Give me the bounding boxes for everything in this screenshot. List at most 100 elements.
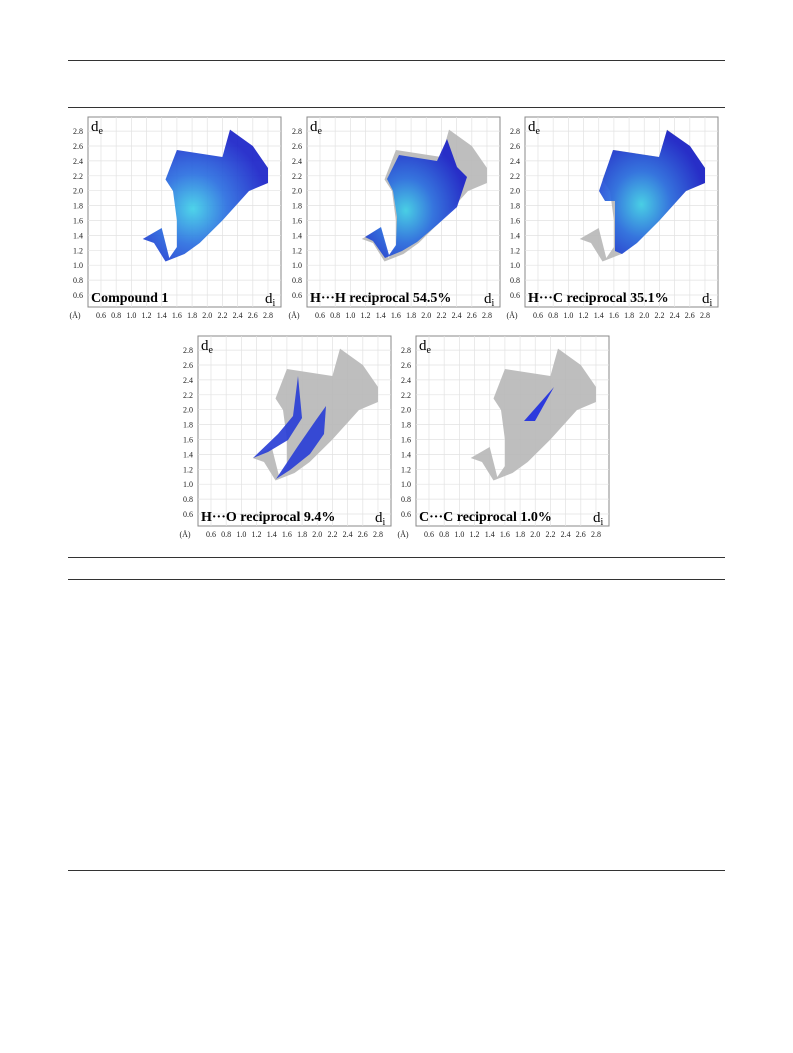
y-tick-label: 2.8 — [183, 346, 193, 355]
y-tick-label: 0.6 — [510, 291, 520, 300]
x-axis-label: di — [484, 291, 495, 309]
y-tick-label: 0.8 — [510, 276, 520, 285]
y-tick-label: 2.8 — [73, 127, 83, 136]
y-axis-symbol: d — [91, 119, 99, 135]
unit-label: (Å) — [288, 311, 299, 320]
rule — [68, 107, 725, 108]
x-tick-label: 2.8 — [591, 530, 601, 539]
x-tick-label: 0.6 — [206, 530, 216, 539]
y-tick-label: 2.2 — [401, 391, 411, 400]
y-axis-symbol: d — [528, 119, 536, 135]
x-tick-label: 2.0 — [639, 311, 649, 320]
y-tick-label: 0.8 — [292, 276, 302, 285]
y-tick-label: 1.4 — [183, 450, 193, 459]
panel-label: Compound 1 — [91, 291, 168, 306]
x-tick-label: 1.0 — [454, 530, 464, 539]
y-tick-label: 0.8 — [401, 495, 411, 504]
x-tick-label: 1.8 — [624, 311, 634, 320]
y-tick-label: 2.4 — [401, 376, 411, 385]
y-tick-label: 2.0 — [183, 406, 193, 415]
y-tick-label: 1.4 — [73, 231, 83, 240]
x-tick-label: 1.6 — [282, 530, 292, 539]
y-tick-label: 2.4 — [183, 376, 193, 385]
y-tick-label: 2.8 — [510, 127, 520, 136]
unit-label: (Å) — [179, 530, 190, 539]
x-tick-label: 2.8 — [482, 311, 492, 320]
x-tick-label: 0.6 — [533, 311, 543, 320]
y-axis-subscript: e — [99, 126, 104, 137]
x-tick-label: 0.8 — [439, 530, 449, 539]
x-tick-label: 2.4 — [670, 311, 680, 320]
y-tick-label: 0.6 — [73, 291, 83, 300]
x-tick-label: 1.8 — [515, 530, 525, 539]
x-tick-label: 1.0 — [563, 311, 573, 320]
panel-label: H···H reciprocal 54.5% — [310, 291, 451, 306]
unit-label: (Å) — [69, 311, 80, 320]
x-axis-symbol: d — [702, 291, 710, 307]
y-tick-label: 1.2 — [73, 246, 83, 255]
x-tick-label: 2.8 — [700, 311, 710, 320]
plot-area — [197, 335, 392, 527]
y-tick-label: 1.0 — [510, 261, 520, 270]
y-axis-subscript: e — [209, 345, 214, 356]
x-tick-label: 1.4 — [594, 311, 604, 320]
x-tick-label: 2.0 — [421, 311, 431, 320]
x-axis-subscript: i — [601, 517, 604, 528]
x-tick-label: 1.6 — [172, 311, 182, 320]
y-tick-label: 1.6 — [292, 217, 302, 226]
x-tick-label: 1.4 — [485, 530, 495, 539]
x-tick-label: 1.6 — [609, 311, 619, 320]
x-axis-subscript: i — [383, 517, 386, 528]
x-axis-symbol: d — [484, 291, 492, 307]
x-tick-label: 2.0 — [312, 530, 322, 539]
x-axis-label: di — [375, 510, 386, 528]
point-cloud — [276, 406, 326, 479]
y-tick-label: 1.4 — [292, 231, 302, 240]
y-axis-symbol: d — [419, 338, 427, 354]
y-axis-label: de — [528, 119, 541, 137]
y-axis-subscript: e — [427, 345, 432, 356]
x-tick-label: 2.2 — [436, 311, 446, 320]
rule — [68, 579, 725, 580]
y-axis-subscript: e — [318, 126, 323, 137]
x-tick-label: 1.8 — [406, 311, 416, 320]
x-tick-label: 2.2 — [217, 311, 227, 320]
y-tick-label: 0.6 — [183, 510, 193, 519]
unit-label: (Å) — [397, 530, 408, 539]
x-tick-label: 1.6 — [500, 530, 510, 539]
x-tick-label: 1.2 — [252, 530, 262, 539]
rule — [68, 870, 725, 871]
x-tick-label: 2.6 — [576, 530, 586, 539]
y-tick-label: 2.4 — [510, 157, 520, 166]
y-tick-label: 1.2 — [292, 246, 302, 255]
x-tick-label: 2.4 — [561, 530, 571, 539]
x-axis-symbol: d — [375, 510, 383, 526]
y-tick-label: 1.2 — [401, 465, 411, 474]
x-tick-label: 0.8 — [330, 311, 340, 320]
y-axis-label: de — [201, 338, 214, 356]
y-tick-label: 1.8 — [292, 202, 302, 211]
y-tick-label: 2.0 — [73, 187, 83, 196]
y-tick-label: 2.2 — [510, 172, 520, 181]
x-tick-label: 2.8 — [373, 530, 383, 539]
y-tick-label: 2.6 — [292, 142, 302, 151]
y-tick-label: 1.6 — [510, 217, 520, 226]
x-tick-label: 2.2 — [327, 530, 337, 539]
y-tick-label: 0.6 — [401, 510, 411, 519]
x-tick-label: 0.8 — [221, 530, 231, 539]
x-axis-label: di — [702, 291, 713, 309]
x-tick-label: 0.8 — [548, 311, 558, 320]
y-tick-label: 2.0 — [401, 406, 411, 415]
y-tick-label: 2.6 — [73, 142, 83, 151]
y-tick-label: 1.0 — [73, 261, 83, 270]
fingerprint-plot: 0.6 0.6 0.8 0.8 1.0 1.0 1.2 1.2 1.4 1.4 1.6 1.6 1.8 1… — [69, 116, 282, 320]
y-tick-label: 1.0 — [401, 480, 411, 489]
fingerprint-plot: 0.6 0.6 0.8 0.8 1.0 1.0 1.2 1.2 1.4 1.4 1.6 1.6 1.8 1… — [397, 335, 610, 539]
y-tick-label: 2.2 — [183, 391, 193, 400]
point-cloud — [252, 348, 378, 481]
x-tick-label: 1.4 — [267, 530, 277, 539]
rule — [68, 557, 725, 558]
x-tick-label: 1.0 — [126, 311, 136, 320]
y-tick-label: 0.8 — [183, 495, 193, 504]
